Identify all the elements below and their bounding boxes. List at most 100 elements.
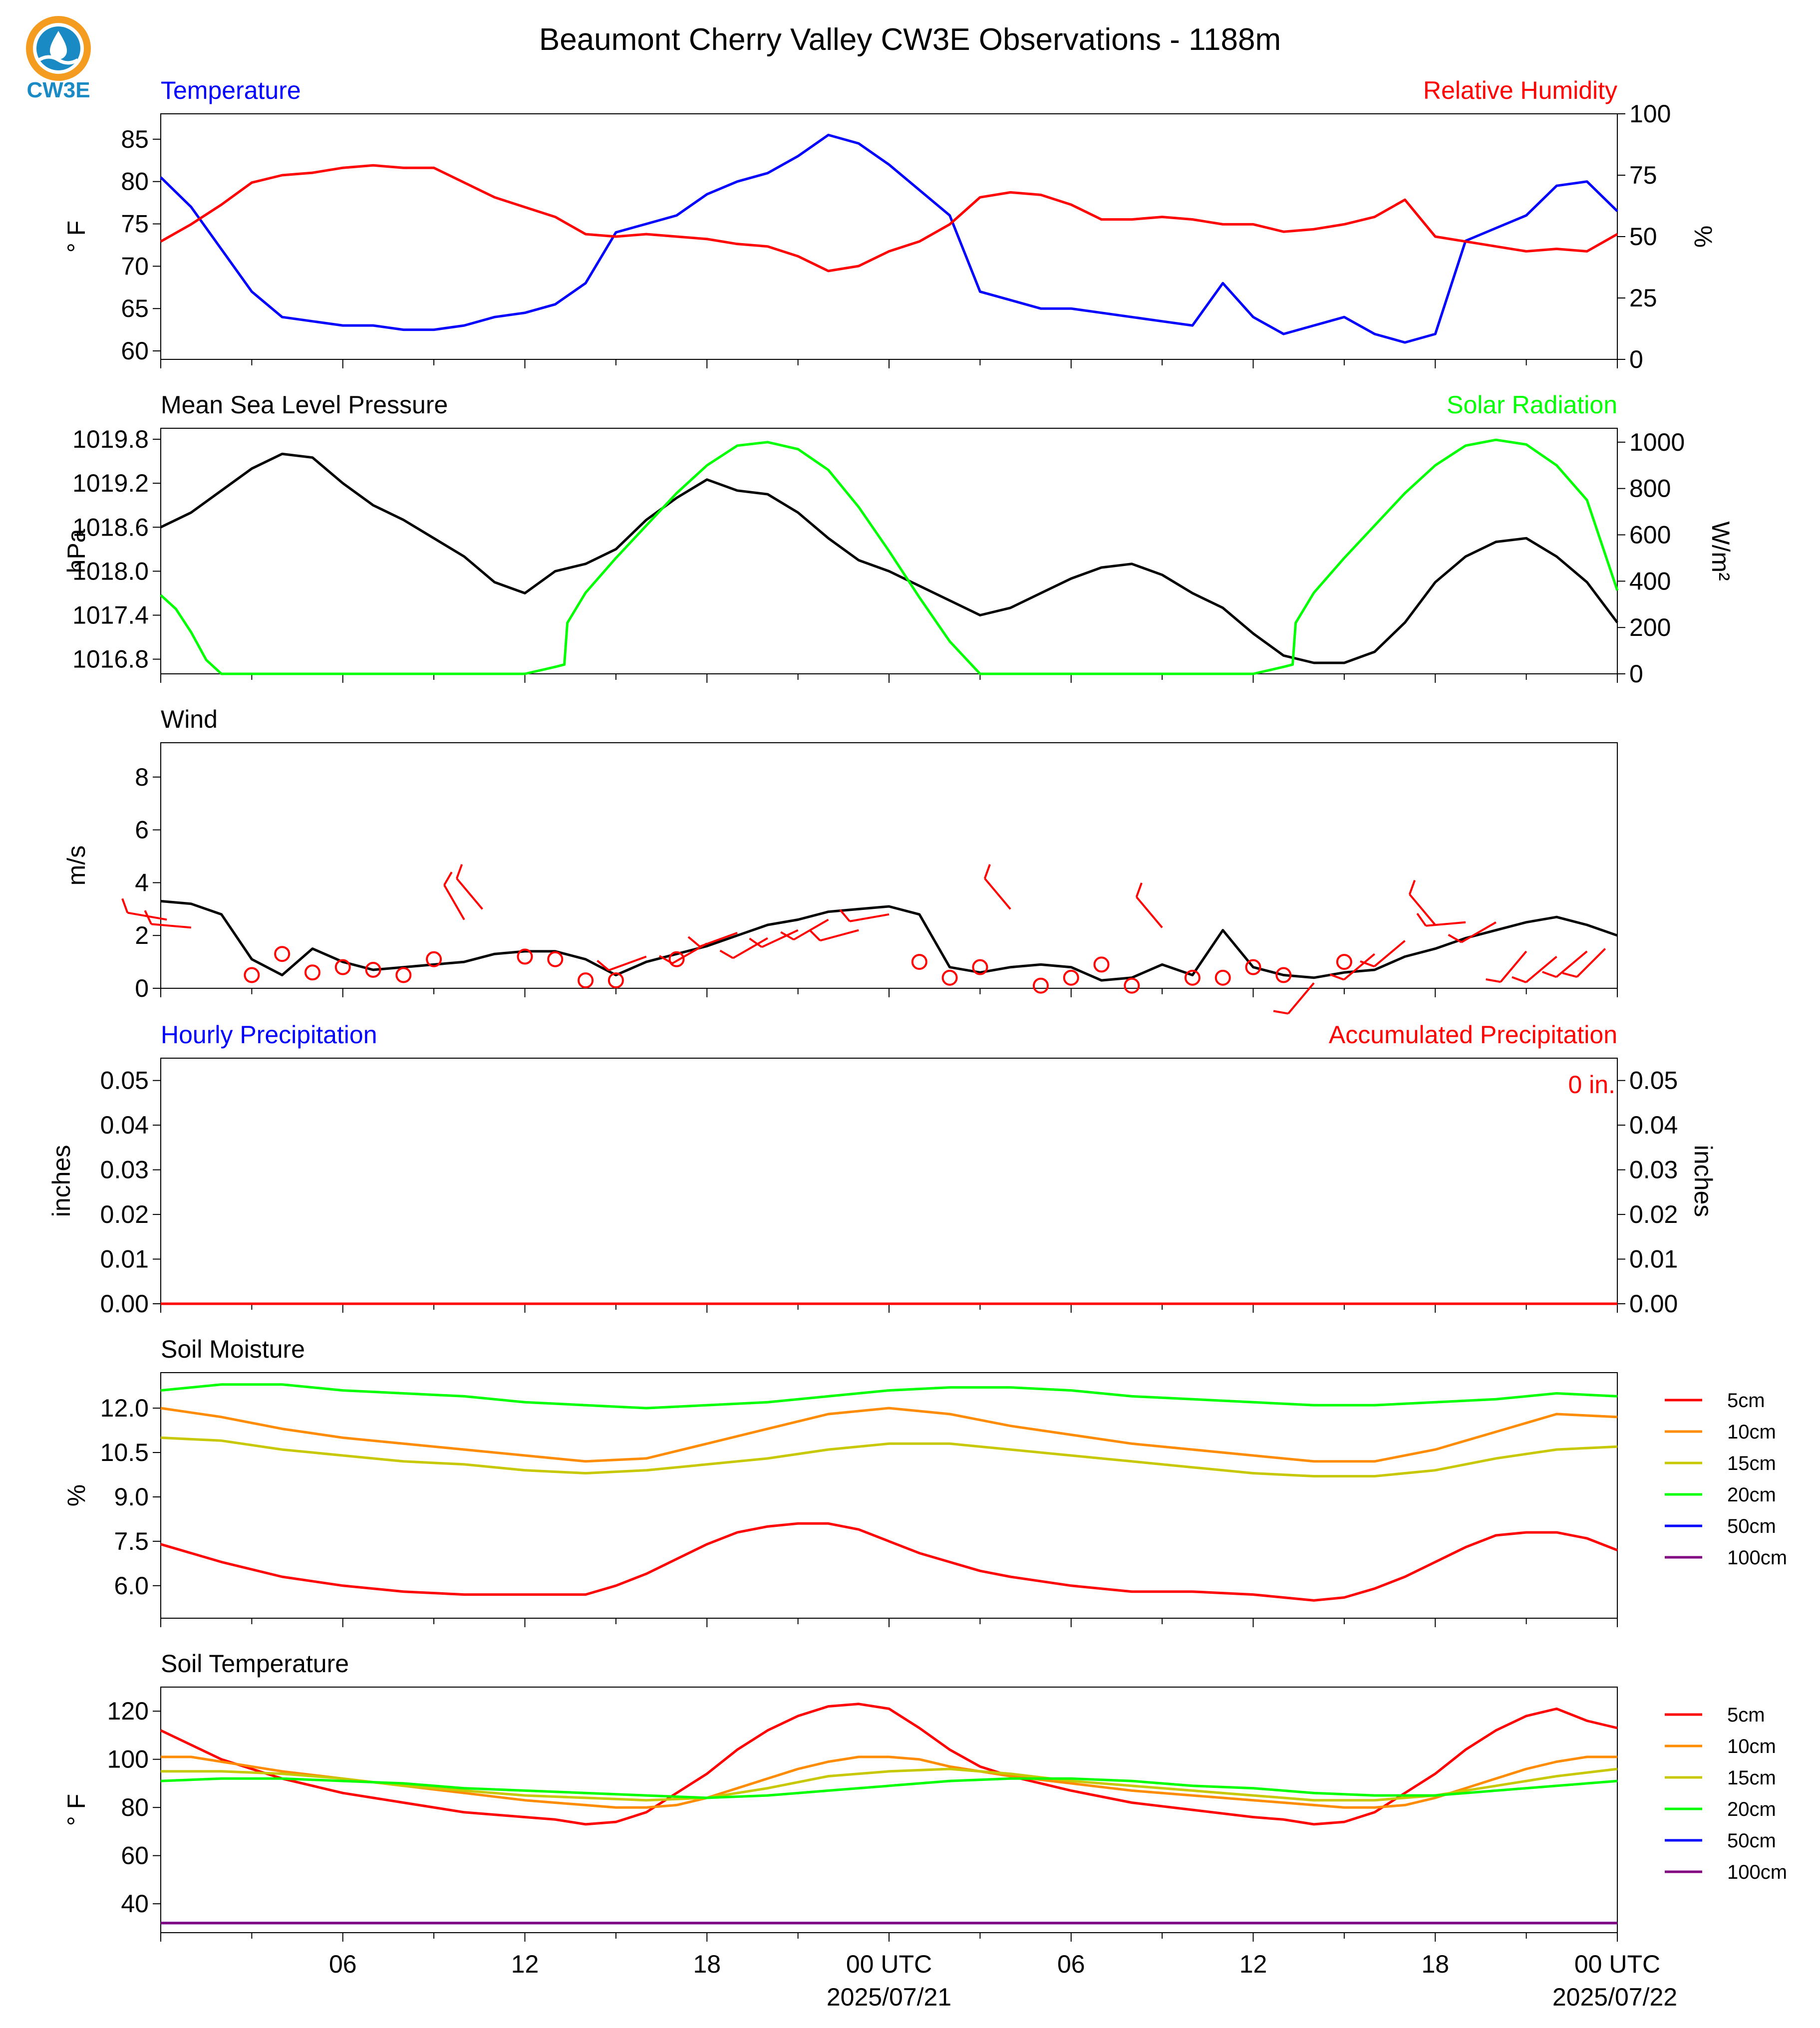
panel-title-left: Wind — [161, 705, 218, 733]
y-tick-label-left: 70 — [121, 252, 149, 280]
wind-barb-calm — [1275, 967, 1292, 983]
legend-label: 15cm — [1727, 1452, 1776, 1474]
y-tick-label-left: 0.00 — [100, 1290, 149, 1318]
y-tick-label-right: 0.01 — [1629, 1245, 1678, 1273]
panel-1: Temperature Relative Humidity 60 65 70 75 80 85… — [62, 76, 1717, 373]
series-line-20cm — [160, 1777, 1618, 1799]
y-tick-label-right: 0.02 — [1629, 1200, 1678, 1228]
y-tick-label-left: 40 — [121, 1890, 149, 1918]
wind-barb-calm — [607, 972, 624, 989]
wind-barb — [1343, 953, 1375, 981]
wind-barb — [1525, 955, 1557, 983]
x-date-label: 2025/07/21 — [827, 1983, 951, 2011]
wind-barb-flag — [1562, 972, 1577, 978]
wind-barb-flag — [983, 864, 991, 879]
y-tick-label-left: 9.0 — [114, 1483, 149, 1511]
panel-title-left: Temperature — [161, 76, 301, 104]
y-tick-label-left: 1018.0 — [72, 557, 149, 585]
panel-title-left: Soil Temperature — [161, 1650, 349, 1678]
wind-barb — [1409, 893, 1436, 926]
panel-title-left: Mean Sea Level Pressure — [161, 391, 448, 419]
wind-barb-flag — [687, 936, 701, 947]
y-tick-label-left: 75 — [121, 210, 149, 238]
x-tick-label: 18 — [693, 1950, 721, 1978]
series-line-0 — [160, 452, 1618, 664]
y-tick-label-left: 0.05 — [100, 1067, 149, 1095]
wind-barb-calm — [1124, 977, 1140, 994]
panel-title-right: Accumulated Precipitation — [1329, 1021, 1617, 1049]
wind-barb-calm — [1245, 959, 1261, 975]
y-tick-label-right: 75 — [1629, 161, 1657, 189]
y-tick-label-right: 25 — [1629, 284, 1657, 312]
wind-barb — [1287, 982, 1315, 1014]
wind-barb-flag — [456, 864, 463, 879]
wind-barb-flag — [144, 910, 152, 925]
y-tick-label-left: 0.01 — [100, 1245, 149, 1273]
legend-label: 100cm — [1727, 1547, 1787, 1569]
y-tick-label-right: 0.03 — [1629, 1156, 1678, 1184]
wind-barb — [151, 923, 191, 929]
panel-title-right: Relative Humidity — [1423, 76, 1617, 104]
wind-barb — [1576, 948, 1606, 978]
y-tick-label-right: 50 — [1629, 223, 1657, 251]
y-tick-label-right: 0 — [1629, 345, 1643, 373]
x-tick-label: 06 — [329, 1950, 357, 1978]
wind-barb-flag — [443, 871, 453, 886]
series-line-20cm — [160, 1383, 1618, 1410]
wind-barb — [1555, 950, 1588, 978]
y-axis-label-left: inches — [47, 1145, 75, 1217]
wind-barb-flag — [1416, 912, 1427, 926]
legend-label: 50cm — [1727, 1830, 1776, 1852]
plot-frame — [160, 742, 1618, 989]
y-tick-label-left: 4 — [135, 869, 149, 896]
wind-barb-calm — [1214, 969, 1231, 986]
wind-barb — [1426, 921, 1466, 927]
y-tick-label-left: 80 — [121, 1793, 149, 1821]
x-tick-label: 18 — [1421, 1950, 1449, 1978]
wind-barb — [608, 955, 647, 971]
wind-barb-flag — [1408, 879, 1416, 895]
figure-title: Beaumont Cherry Valley CW3E Observations… — [539, 22, 1281, 57]
y-tick-label-left: 6.0 — [114, 1572, 149, 1600]
wind-barb-flag — [780, 931, 795, 941]
y-tick-label-left: 85 — [121, 125, 149, 153]
x-tick-label: 12 — [1239, 1950, 1267, 1978]
wind-barb — [984, 877, 1011, 910]
legend-label: 5cm — [1727, 1390, 1765, 1412]
series-line-5cm — [160, 1522, 1618, 1602]
wind-barb — [732, 937, 768, 959]
wind-barb-calm — [244, 967, 260, 983]
wind-barb-flag — [749, 937, 763, 948]
y-tick-label-left: 100 — [107, 1745, 149, 1773]
panel-3: Wind 0 2 4 6 8 m/s — [62, 705, 1618, 1015]
wind-barb — [1373, 940, 1406, 967]
y-tick-label-right: 200 — [1629, 613, 1671, 641]
wind-barb-flag — [1512, 976, 1526, 983]
y-tick-label-left: 0.02 — [100, 1200, 149, 1228]
wind-barb — [849, 913, 890, 922]
wind-barbs — [121, 864, 1606, 1015]
wind-barb-calm — [941, 969, 958, 986]
wind-barb-calm — [395, 967, 412, 983]
wind-barb-calm — [365, 961, 381, 978]
y-tick-label-left: 2 — [135, 921, 149, 949]
wind-barb — [1136, 896, 1163, 928]
y-axis-label-left: ° F — [62, 221, 90, 253]
y-axis-label-left: ° F — [62, 1794, 90, 1826]
panel-5: Soil Moisture 6.0 7.5 9.0 10.5 12.0% 5cm 10cm 15… — [62, 1335, 1787, 1627]
y-tick-label-right: 0.05 — [1629, 1067, 1678, 1095]
legend-label: 10cm — [1727, 1421, 1776, 1443]
logo-wave-icon — [38, 55, 79, 65]
y-tick-label-right: 1000 — [1629, 428, 1685, 456]
legend-label: 50cm — [1727, 1515, 1776, 1537]
wind-barb — [1500, 950, 1527, 983]
legend: 5cm 10cm 15cm 20cm 50cm 100cm — [1665, 1390, 1787, 1569]
wind-barb-calm — [1093, 956, 1110, 973]
panel-2: Mean Sea Level Pressure Solar Radiation 10… — [62, 391, 1735, 688]
logo-drop-icon — [50, 31, 67, 59]
y-tick-label-left: 12.0 — [100, 1394, 149, 1422]
wind-barb-calm — [1032, 977, 1049, 994]
y-tick-label-left: 7.5 — [114, 1527, 149, 1555]
panel-title-right: Solar Radiation — [1447, 391, 1617, 419]
